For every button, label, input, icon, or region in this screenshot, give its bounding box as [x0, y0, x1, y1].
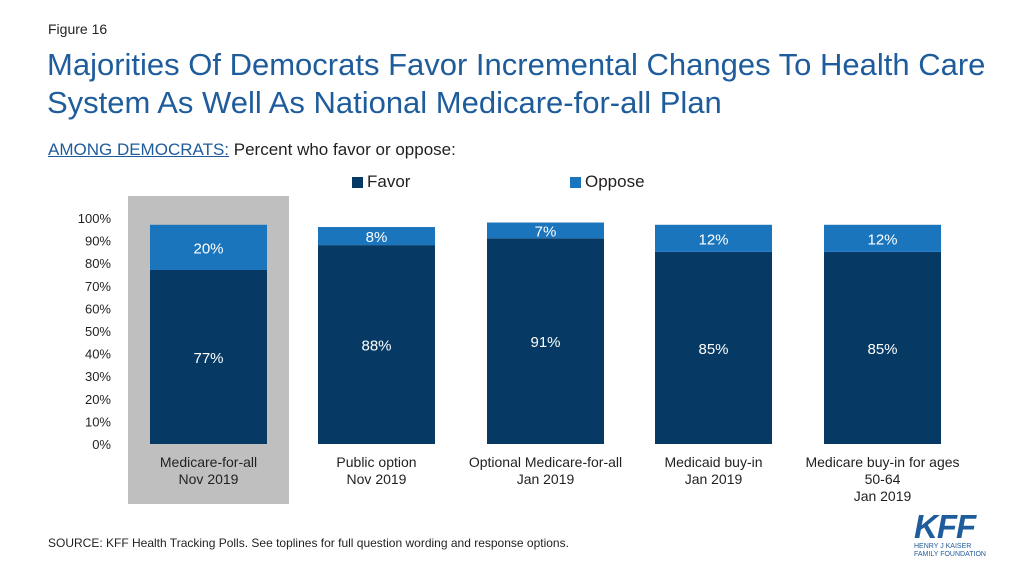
y-tick-label: 30% — [85, 369, 111, 384]
bar-oppose — [150, 224, 267, 270]
y-tick-label: 20% — [85, 392, 111, 407]
y-tick-label: 90% — [85, 234, 111, 249]
category-label: Jan 2019 — [685, 471, 743, 487]
data-label-favor: 85% — [867, 341, 897, 358]
category-label: Jan 2019 — [517, 471, 575, 487]
y-tick-label: 100% — [78, 211, 112, 226]
data-label-favor: 91% — [530, 334, 560, 351]
source-note: SOURCE: KFF Health Tracking Polls. See t… — [48, 536, 569, 550]
bar-favor — [150, 269, 267, 444]
category-label: Optional Medicare-for-all — [469, 454, 622, 470]
data-label-oppose: 12% — [698, 231, 728, 248]
y-tick-label: 10% — [85, 414, 111, 429]
subtitle-lead: AMONG DEMOCRATS: — [48, 140, 230, 159]
logo-org-line-1: HENRY J KAISER — [914, 543, 972, 550]
y-tick-label: 80% — [85, 256, 111, 271]
legend-label-oppose: Oppose — [585, 172, 645, 191]
data-label-oppose: 7% — [535, 223, 557, 240]
subtitle: AMONG DEMOCRATS: Percent who favor or op… — [48, 140, 456, 160]
category-label: Public option — [336, 454, 416, 470]
legend-item-favor: Favor — [352, 172, 410, 192]
legend-item-oppose: Oppose — [570, 172, 645, 192]
y-tick-label: 70% — [85, 279, 111, 294]
subtitle-text: Percent who favor or oppose: — [229, 140, 456, 159]
legend-label-favor: Favor — [367, 172, 411, 191]
logo-text: KFF — [914, 508, 976, 545]
stacked-bar-chart: 0% 10% 20% 30% 40% 50% 60% 70% 80% 90% 100% 77% 20% M… — [78, 196, 960, 504]
category-label: Medicaid buy-in — [664, 454, 762, 470]
y-tick-label: 50% — [85, 324, 111, 339]
y-tick-label: 40% — [85, 347, 111, 362]
category-label: Medicare buy-in for ages — [805, 454, 959, 470]
data-label-oppose: 8% — [366, 229, 388, 246]
y-tick-label: 60% — [85, 301, 111, 316]
bar-oppose — [824, 224, 941, 252]
data-label-favor: 77% — [193, 350, 223, 367]
bar-oppose — [318, 227, 435, 246]
figure-label: Figure 16 — [48, 21, 108, 37]
category-label: Nov 2019 — [179, 471, 239, 487]
bar-favor — [655, 251, 772, 444]
kff-logo: KFF HENRY J KAISER FAMILY FOUNDATION — [914, 510, 988, 560]
bar-favor — [487, 238, 604, 444]
category-label: Medicare-for-all — [160, 454, 257, 470]
bar-favor — [824, 251, 941, 444]
y-tick-label: 0% — [92, 437, 111, 452]
legend-swatch-oppose — [570, 176, 581, 188]
logo-org-line-2: FAMILY FOUNDATION — [914, 551, 986, 558]
bar-oppose — [487, 222, 604, 239]
bar-favor — [318, 245, 435, 444]
data-label-oppose: 20% — [193, 240, 223, 257]
data-label-favor: 88% — [361, 338, 391, 355]
data-label-favor: 85% — [698, 341, 728, 358]
legend-swatch-favor — [352, 176, 363, 188]
chart-title: Majorities Of Democrats Favor Incrementa… — [47, 47, 986, 120]
data-label-oppose: 12% — [867, 231, 897, 248]
category-label: Jan 2019 — [854, 488, 912, 504]
category-label: 50-64 — [865, 471, 901, 487]
category-label: Nov 2019 — [347, 471, 407, 487]
bar-oppose — [655, 224, 772, 252]
legend: Favor Oppose — [0, 172, 1024, 194]
